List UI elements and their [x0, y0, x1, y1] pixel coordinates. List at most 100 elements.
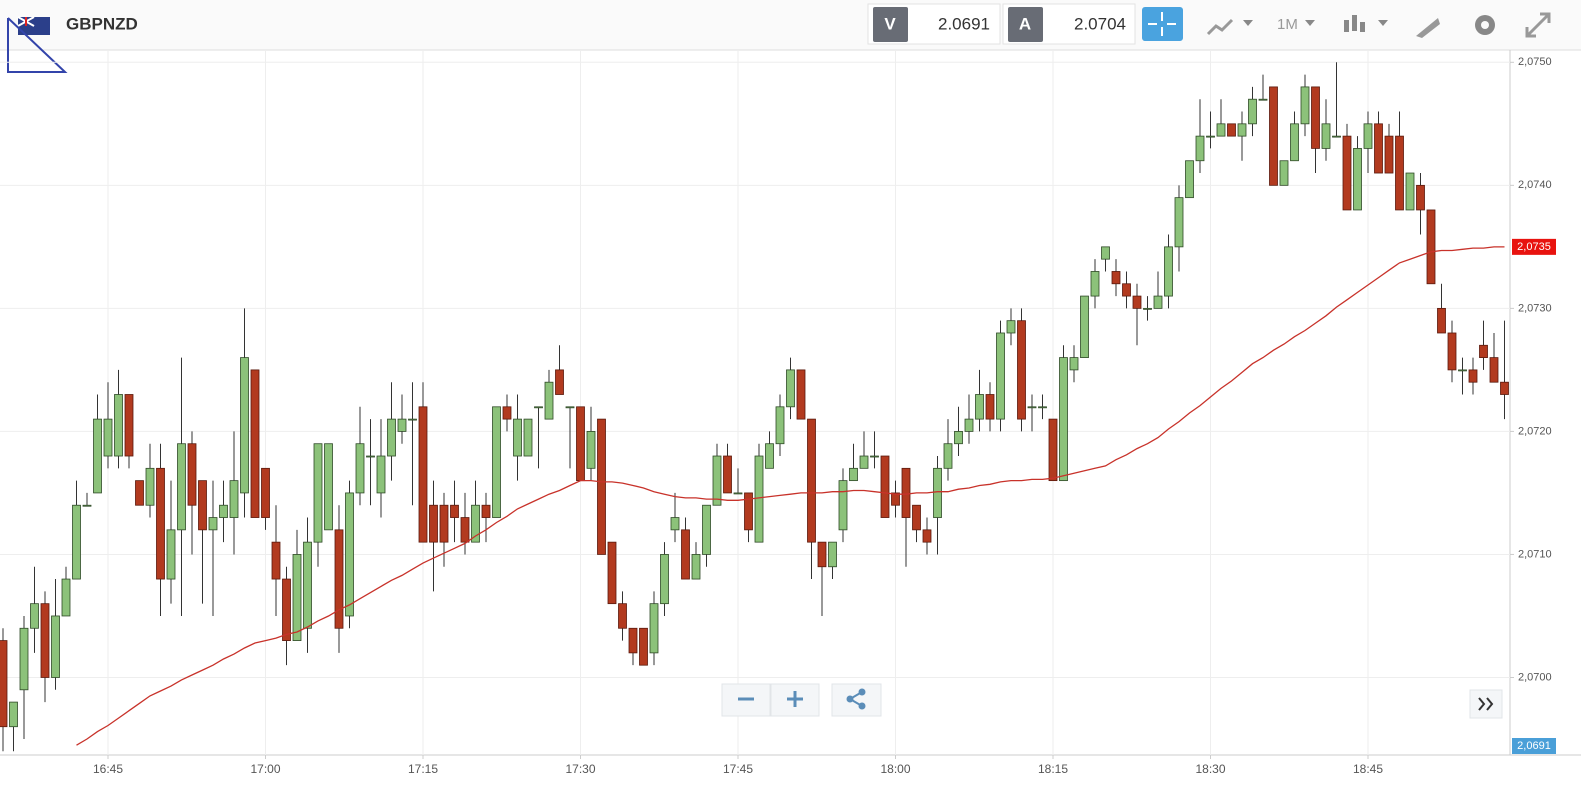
candle-body	[1489, 357, 1499, 383]
candle-body	[429, 504, 438, 543]
candle-body	[282, 578, 291, 641]
candle-body	[513, 418, 522, 457]
candle-body	[93, 418, 102, 494]
candle-body	[1195, 135, 1205, 162]
crosshair-button[interactable]	[1142, 7, 1183, 41]
fullscreen-button[interactable]	[1525, 12, 1551, 38]
candle-body	[1363, 123, 1373, 149]
candle-body	[460, 517, 470, 543]
candle-style-button[interactable]	[1344, 15, 1388, 32]
candle-body	[628, 627, 638, 654]
x-tick-label: 18:30	[1195, 762, 1225, 776]
candle-body	[523, 418, 533, 457]
y-tick-label: 2,0710	[1518, 548, 1552, 560]
share-button[interactable]	[831, 683, 882, 717]
candle-body	[345, 492, 354, 617]
candle-body	[1069, 357, 1079, 371]
candle-body	[544, 381, 554, 420]
candle-body	[555, 369, 564, 395]
settings-button[interactable]	[1475, 15, 1495, 35]
candle-body	[439, 504, 449, 543]
candle-body	[1101, 246, 1110, 260]
candle-body	[1342, 135, 1352, 211]
candle-body	[1437, 307, 1446, 334]
candle-body	[870, 455, 879, 458]
candle-body	[1122, 283, 1131, 297]
candle-body	[208, 517, 218, 531]
candle-body	[1458, 369, 1467, 372]
candle-body	[1038, 406, 1047, 409]
current-price-badge	[1512, 738, 1556, 754]
x-tick-label: 18:15	[1038, 762, 1068, 776]
candle-body	[1185, 160, 1194, 199]
candle-body	[1132, 295, 1142, 309]
candle-body	[985, 394, 995, 420]
candle-body	[1006, 320, 1016, 334]
candle-body	[996, 332, 1005, 420]
candle-body	[229, 480, 239, 518]
candle-body	[1237, 123, 1247, 137]
candle-body	[1405, 172, 1415, 211]
candle-body	[649, 603, 659, 654]
candle-body	[1479, 344, 1488, 358]
candle-body	[1300, 86, 1310, 125]
candle-body	[807, 418, 816, 543]
bid-box[interactable]: V 2.0691	[867, 3, 1001, 45]
candle-body	[786, 369, 795, 408]
y-tick-label: 2,0720	[1518, 425, 1552, 437]
x-tick-label: 17:15	[408, 762, 438, 776]
ask-box[interactable]: A 2.0704	[1002, 3, 1136, 45]
draw-tool-button[interactable]	[1416, 18, 1440, 38]
candle-body	[366, 455, 375, 458]
candle-body	[1269, 86, 1278, 186]
y-tick-label: 2,0700	[1518, 671, 1552, 683]
candle-body	[9, 701, 18, 728]
candle-body	[1426, 209, 1436, 285]
y-tick-label: 2,0740	[1518, 179, 1552, 191]
candle-body	[397, 418, 407, 432]
candle-body	[754, 455, 764, 543]
x-tick-label: 18:00	[880, 762, 910, 776]
y-tick-label: 2,0750	[1518, 56, 1552, 68]
candle-body	[912, 504, 921, 531]
candle-body	[964, 418, 974, 432]
candle-body	[1111, 271, 1121, 285]
candle-body	[1500, 381, 1509, 395]
candle-body	[1311, 86, 1320, 149]
candle-body	[166, 529, 176, 580]
candle-body	[355, 443, 365, 494]
zoom-out-button[interactable]	[721, 683, 771, 717]
timeframe-button[interactable]: 1M	[1277, 16, 1315, 33]
candle-body	[271, 541, 281, 580]
candle-body	[744, 492, 753, 531]
scroll-end-button[interactable]	[1469, 689, 1503, 719]
bid-price: 2.0691	[938, 14, 990, 33]
bid-label: V	[884, 14, 896, 33]
x-tick-label: 18:45	[1353, 762, 1383, 776]
candle-body	[1143, 307, 1152, 310]
chart-type-button[interactable]	[1206, 18, 1253, 36]
candle-body	[534, 406, 543, 409]
candle-body	[712, 455, 722, 506]
candle-body	[1164, 246, 1173, 297]
candle-body	[660, 554, 669, 605]
candle-body	[597, 418, 606, 555]
candle-body	[471, 504, 480, 543]
candle-body	[1384, 135, 1394, 174]
candle-body	[72, 504, 81, 580]
zoom-in-button[interactable]	[770, 683, 820, 717]
candle-body	[1174, 197, 1184, 248]
current-price-label: 2,0691	[1517, 740, 1551, 752]
candle-body	[933, 467, 942, 518]
candle-body	[1332, 135, 1341, 138]
candle-body	[376, 455, 386, 494]
candle-body	[492, 406, 501, 518]
candle-body	[859, 455, 869, 469]
candle-body	[0, 640, 8, 728]
candle-body	[30, 603, 39, 629]
timeframe: 1M	[1277, 16, 1298, 33]
candle-body	[408, 418, 417, 421]
header-bar	[0, 0, 1581, 50]
candle-body	[61, 578, 71, 617]
